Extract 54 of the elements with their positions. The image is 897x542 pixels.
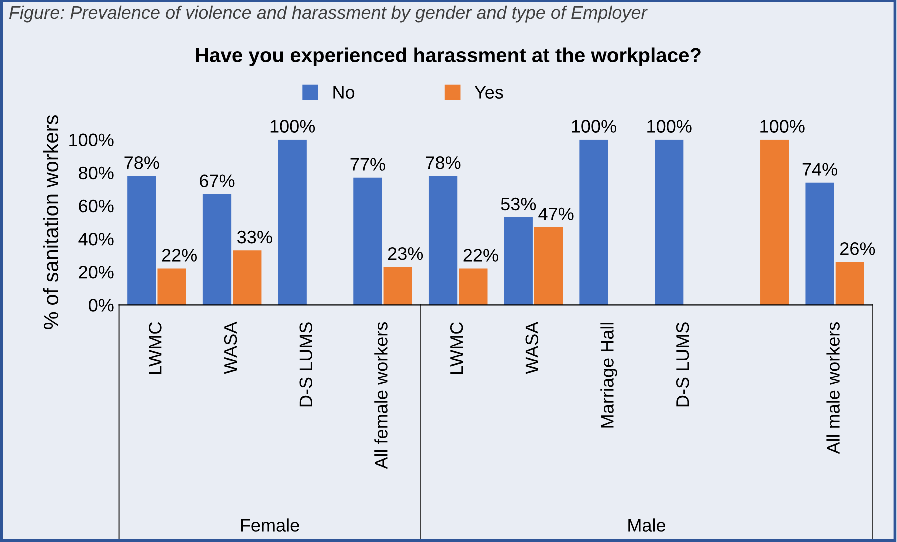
y-tick-label: 60% (79, 200, 114, 213)
data-label: 67% (200, 174, 235, 188)
x-tick-label: LWMC (450, 322, 464, 374)
text: Figure: Prevalence of violence and harassment by gender and type of Employer (10, 6, 648, 23)
legend-label: No (334, 86, 355, 99)
bar (534, 227, 564, 306)
x-tick-label: All male workers (826, 322, 840, 454)
data-label: 100% (760, 120, 805, 133)
x-tick-label: D-S LUMS (300, 322, 313, 407)
x-tick-label: All female workers (374, 322, 388, 470)
bar (459, 268, 488, 306)
y-tick-label: 0% (89, 299, 114, 312)
y-tick-label: 80% (79, 166, 114, 180)
data-label: 77% (350, 158, 386, 171)
data-label: 22% (162, 249, 198, 262)
y-tick-label: 40% (78, 232, 114, 246)
bar (128, 176, 156, 306)
x-tick-label: Marriage Hall (600, 323, 618, 428)
data-label: 100% (270, 120, 316, 133)
bar (202, 194, 232, 306)
data-label: 26% (840, 242, 876, 256)
bar (504, 218, 533, 306)
bar (233, 250, 262, 306)
bar (384, 267, 412, 306)
y-axis-title: % of sanitation workers (43, 116, 59, 330)
data-label: 100% (648, 120, 692, 133)
bar (806, 182, 834, 306)
data-label: 74% (802, 163, 838, 176)
bar (580, 140, 608, 306)
data-label: 78% (124, 156, 160, 170)
x-tick-label: D-S LUMS (676, 322, 690, 407)
bar (158, 268, 186, 306)
bar (760, 140, 790, 306)
data-label: 22% (464, 249, 498, 262)
bar (836, 262, 864, 306)
bar (655, 140, 684, 306)
bar (278, 140, 307, 306)
x-tick-label: WASA (526, 322, 539, 374)
data-label: 33% (238, 230, 272, 244)
data-label: 23% (388, 247, 424, 260)
x-tick-label: LWMC (149, 322, 162, 374)
y-tick-label: 100% (70, 134, 114, 147)
data-label: 100% (572, 120, 616, 133)
bar (428, 176, 458, 306)
text: Male (628, 518, 666, 532)
legend-label: Yes (474, 86, 504, 99)
data-label: 47% (538, 208, 574, 221)
x-tick-label: WASA (224, 322, 238, 374)
data-label: 53% (501, 198, 536, 211)
data-label: 78% (426, 156, 461, 170)
bar (354, 178, 382, 306)
chart-title: Have you experienced harassment at the workplace? (196, 48, 701, 67)
y-tick-label: 20% (79, 266, 114, 279)
text: Female (241, 518, 300, 532)
